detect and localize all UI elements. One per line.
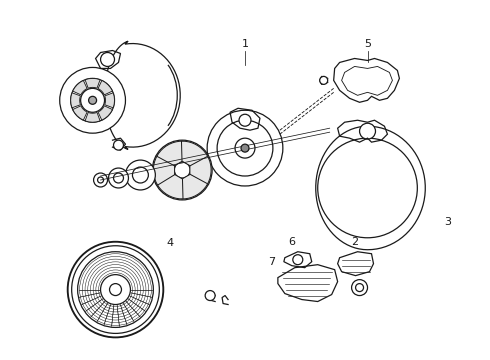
Circle shape (241, 144, 249, 152)
Circle shape (318, 138, 417, 238)
Polygon shape (73, 80, 87, 95)
Circle shape (125, 160, 155, 190)
Circle shape (174, 162, 190, 178)
Circle shape (77, 252, 153, 328)
Polygon shape (181, 174, 208, 199)
Circle shape (68, 242, 163, 337)
Circle shape (352, 280, 368, 296)
Circle shape (89, 96, 97, 104)
Circle shape (94, 173, 107, 187)
Circle shape (108, 168, 128, 188)
Text: 5: 5 (364, 39, 371, 49)
Polygon shape (157, 174, 183, 199)
Polygon shape (105, 93, 115, 108)
Text: 2: 2 (351, 237, 358, 247)
Circle shape (356, 284, 364, 292)
Circle shape (152, 140, 212, 200)
Polygon shape (98, 80, 113, 95)
Circle shape (110, 284, 122, 296)
Text: 1: 1 (242, 39, 248, 49)
Circle shape (205, 291, 215, 301)
Text: 6: 6 (288, 237, 295, 247)
Circle shape (207, 110, 283, 186)
Polygon shape (153, 155, 174, 185)
Polygon shape (71, 93, 80, 108)
Circle shape (72, 246, 159, 333)
Text: 4: 4 (167, 238, 174, 248)
Circle shape (100, 53, 115, 67)
Polygon shape (85, 112, 100, 122)
Text: 7: 7 (269, 257, 275, 267)
Circle shape (239, 114, 251, 126)
Circle shape (114, 173, 123, 183)
Circle shape (217, 120, 273, 176)
Text: 3: 3 (444, 217, 451, 227)
Circle shape (60, 67, 125, 133)
Polygon shape (98, 106, 113, 120)
Polygon shape (73, 106, 87, 120)
Polygon shape (85, 78, 100, 88)
Circle shape (235, 138, 255, 158)
Circle shape (114, 140, 123, 150)
Circle shape (100, 275, 130, 305)
Circle shape (98, 177, 103, 183)
Polygon shape (157, 141, 183, 166)
Polygon shape (181, 141, 208, 166)
Circle shape (293, 255, 303, 265)
Polygon shape (190, 155, 211, 185)
Circle shape (81, 88, 104, 112)
Circle shape (132, 167, 148, 183)
Circle shape (360, 123, 375, 139)
Circle shape (319, 76, 328, 84)
Circle shape (71, 78, 115, 122)
